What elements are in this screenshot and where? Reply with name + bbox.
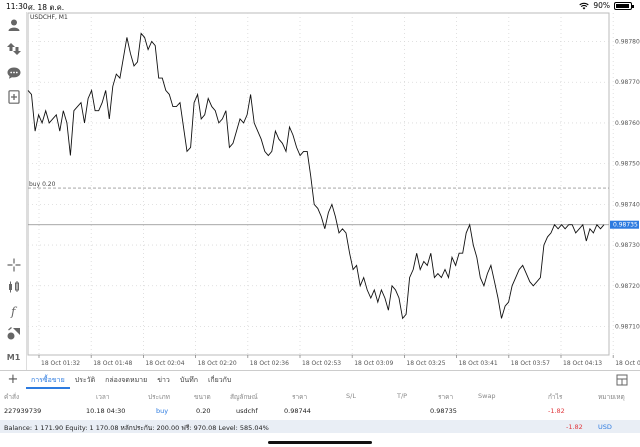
battery-percent: 90% (593, 1, 610, 10)
currency-label: USD (598, 423, 612, 431)
col-price-current: ราคา (438, 393, 454, 401)
x-tick-label: 18 Oct 01:48 (93, 360, 132, 367)
layout-settings-icon[interactable] (616, 374, 628, 386)
col-size: ขนาด (194, 393, 211, 401)
col-time: เวลา (96, 393, 110, 401)
col-type: ประเภท (148, 393, 170, 401)
trade-arrows-icon[interactable] (5, 40, 22, 57)
col-order: คำสั่ง (4, 393, 20, 401)
home-indicator (268, 441, 372, 444)
y-tick-label: 0.98730 (615, 242, 640, 249)
price-chart[interactable]: 0.98780 0.98770 0.98760 0.98750 0.98740 0.987… (27, 12, 640, 370)
order-price-current: 0.98735 (430, 407, 457, 415)
tab-about[interactable]: เกี่ยวกับ (207, 375, 232, 384)
y-tick-label: 0.98750 (615, 161, 640, 168)
x-tick-label: 18 Oct 02:04 (145, 360, 184, 367)
col-swap: Swap (478, 392, 496, 400)
total-profit: -1.82 (566, 423, 583, 431)
col-symbol: สัญลักษณ์ (230, 393, 258, 401)
y-tick-label: 0.98720 (615, 283, 640, 290)
tab-journal[interactable]: บันทึก (179, 375, 198, 384)
x-tick-label: 18 Oct 03:41 (459, 360, 498, 367)
status-right: 90% (579, 1, 634, 10)
col-sl: S/L (346, 392, 356, 400)
objects-icon[interactable] (5, 325, 22, 342)
account-icon[interactable] (5, 16, 22, 33)
table-row[interactable]: 227939739 10.18 04:30 buy 0.20 usdchf 0.… (0, 404, 640, 418)
y-tick-label: 0.98710 (615, 324, 640, 331)
col-price-open: ราคา (292, 393, 308, 401)
add-icon[interactable]: + (7, 372, 19, 387)
balance-summary: Balance: 1 171.90 Equity: 1 170.08 หลักป… (4, 424, 269, 432)
x-tick-label: 18 Oct 01:32 (41, 360, 80, 367)
wifi-icon (579, 2, 590, 9)
battery-icon (614, 1, 634, 10)
current-price-label: 0.98735 (613, 222, 638, 229)
svg-text:f: f (10, 304, 18, 318)
x-tick-label: 18 Oct 03:25 (406, 360, 445, 367)
tab-news[interactable]: ข่าว (157, 375, 170, 384)
crosshair-icon[interactable] (5, 256, 22, 273)
col-profit: กำไร (548, 393, 563, 401)
x-tick-label: 18 Oct 02:53 (302, 360, 341, 367)
order-size: 0.20 (196, 407, 211, 415)
timeframe-button[interactable]: M1 (6, 353, 21, 362)
x-tick-label: 18 Oct 04:13 (563, 360, 602, 367)
indicators-icon[interactable] (5, 278, 22, 295)
order-symbol: usdchf (236, 407, 258, 415)
order-profit: -1.82 (548, 407, 565, 415)
x-tick-label: 18 Oct 02:20 (198, 360, 237, 367)
col-comment: หมายเหตุ (598, 393, 625, 401)
current-price-badge (610, 220, 639, 229)
function-icon[interactable]: f (5, 302, 22, 319)
x-tick-label: 18 Oct 02:36 (250, 360, 289, 367)
orders-table-header: คำสั่ง เวลา ประเภท ขนาด สัญลักษณ์ ราคา S… (0, 389, 640, 403)
x-tick-label: 18 Oct 03:09 (354, 360, 393, 367)
status-date: ศ. 18 ต.ค. (28, 3, 65, 12)
col-tp: T/P (397, 392, 408, 400)
tab-mailbox[interactable]: กล่องจดหมาย (105, 375, 148, 384)
tab-history[interactable]: ประวัติ (74, 375, 96, 384)
status-bar: 11:30 ศ. 18 ต.ค. 90% (0, 0, 640, 12)
order-type: buy (156, 407, 169, 415)
plot-frame (27, 12, 610, 356)
chart-symbol-label: USDCHF, M1 (30, 14, 68, 21)
price-series-line (27, 32, 605, 320)
tab-trade[interactable]: การซื้อขาย (26, 371, 70, 389)
order-line-label: buy 0.20 (29, 181, 56, 188)
order-price-open: 0.98744 (284, 407, 311, 415)
x-tick-label: 18 Oct 03:57 (511, 360, 550, 367)
y-tick-label: 0.98770 (615, 79, 640, 86)
y-tick-label: 0.98760 (615, 120, 640, 127)
new-order-icon[interactable] (5, 88, 22, 105)
order-time: 10.18 04:30 (86, 407, 126, 415)
left-toolbar: f M1 (0, 12, 27, 370)
terminal-tabbar: + การซื้อขาย ประวัติ กล่องจดหมาย ข่าว บั… (0, 370, 640, 389)
balance-bar: Balance: 1 171.90 Equity: 1 170.08 หลักป… (0, 420, 640, 433)
order-id: 227939739 (4, 407, 42, 415)
y-tick-label: 0.98740 (615, 201, 640, 208)
chat-icon[interactable] (5, 64, 22, 81)
y-tick-label: 0.98780 (615, 39, 640, 46)
x-tick-label: 18 Oct 04:29 (615, 360, 640, 367)
status-time: 11:30 (6, 2, 28, 11)
chart-canvas: 0.98780 0.98770 0.98760 0.98750 0.98740 0.987… (27, 12, 640, 367)
